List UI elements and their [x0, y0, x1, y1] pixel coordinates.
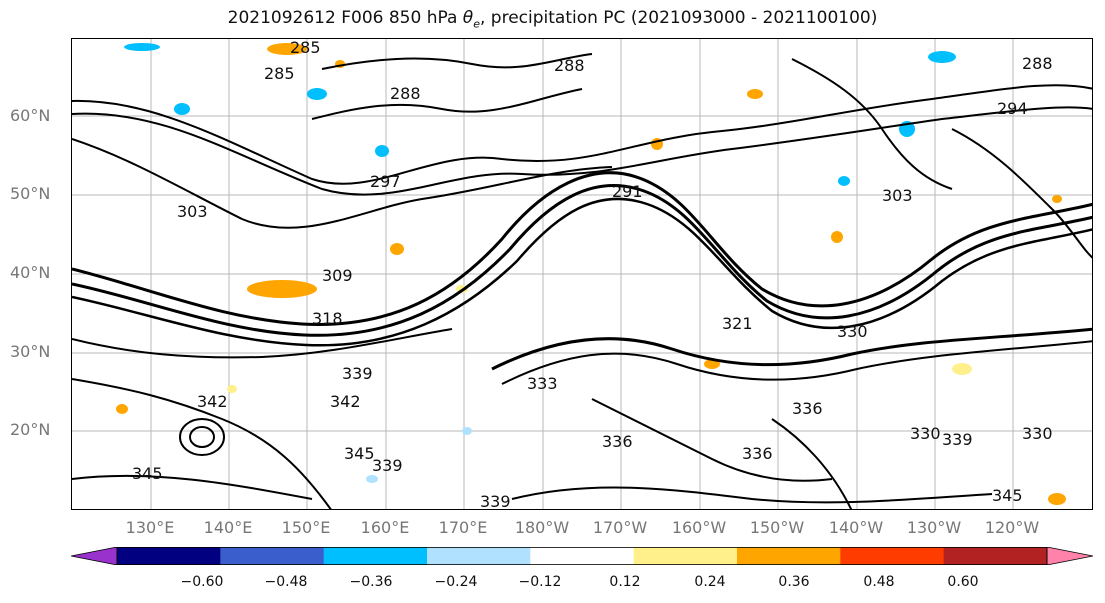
contour-label: 330 [910, 424, 941, 443]
colorbar-tick: 0.60 [947, 574, 979, 590]
lon-label-160w: 160°W [671, 518, 727, 537]
map-title: 2021092612 F006 850 hPa θe, precipitatio… [227, 8, 878, 31]
lat-label-30n: 30°N [10, 342, 51, 361]
colorbar-segment [220, 547, 325, 565]
contour-label: 285 [264, 64, 295, 83]
lon-label-150e: 150°E [281, 518, 331, 537]
contour-label: 345 [132, 464, 163, 483]
contour-label: 288 [390, 84, 421, 103]
contour-label: 339 [942, 430, 973, 449]
colorbar-segment [943, 547, 1048, 565]
precipitation-shading [116, 43, 1066, 505]
colorbar-segment [427, 547, 531, 565]
lat-label-20n: 20°N [10, 420, 51, 439]
colorbar-segment [840, 547, 945, 565]
colorbar-tick: 0.48 [863, 574, 895, 590]
colorbar-segment [633, 547, 738, 565]
contour-label: 336 [742, 444, 773, 463]
map-panel[interactable]: 285 285 288 288 288 294 297 291 303 303 … [71, 38, 1093, 510]
colorbar-outline [116, 547, 1048, 565]
colorbar-extend-high [1046, 547, 1093, 565]
lon-label-140e: 140°E [203, 518, 253, 537]
contour-label: 336 [792, 399, 823, 418]
contour-labels: 285 285 288 288 288 294 297 291 303 303 … [132, 39, 1053, 510]
colorbar-tick: −0.12 [518, 574, 562, 590]
lon-label-160e: 160°E [360, 518, 410, 537]
contour-label: 339 [372, 456, 403, 475]
contour-label: 297 [370, 172, 401, 191]
colorbar-extend-low [71, 547, 118, 565]
contour-label: 330 [837, 322, 868, 341]
contour-label: 336 [602, 432, 633, 451]
colorbar-segment [323, 547, 428, 565]
contour-label: 288 [554, 56, 585, 75]
contour-label: 345 [344, 444, 375, 463]
contour-label: 339 [342, 364, 373, 383]
colorbar [71, 547, 1093, 565]
colorbar-tick: 0.36 [778, 574, 810, 590]
lat-label-40n: 40°N [10, 263, 51, 282]
contour-label: 318 [312, 309, 343, 328]
theta-e-contours [72, 53, 1092, 509]
lon-label-180w: 180°W [514, 518, 570, 537]
lon-label-130e: 130°E [125, 518, 175, 537]
theta-symbol: θ [462, 8, 474, 28]
contour-label: 303 [177, 202, 208, 221]
colorbar-segment [530, 547, 635, 565]
lat-label-60n: 60°N [10, 106, 51, 125]
colorbar-segment [117, 547, 221, 565]
contour-label: 345 [992, 486, 1023, 505]
contour-label: 342 [330, 392, 361, 411]
colorbar-tick: −0.36 [349, 574, 393, 590]
contour-label: 342 [197, 392, 228, 411]
contour-label: 291 [612, 182, 643, 201]
colorbar-tick: 0.24 [694, 574, 726, 590]
colorbar-tick: −0.60 [180, 574, 224, 590]
lon-label-170w: 170°W [592, 518, 648, 537]
lon-label-130w: 130°W [906, 518, 962, 537]
graticule [72, 39, 1092, 509]
contour-label: 285 [290, 39, 321, 57]
colorbar-tick: 0.12 [609, 574, 641, 590]
contour-label: 294 [997, 99, 1028, 118]
lon-label-150w: 150°W [749, 518, 805, 537]
colorbar-tick: −0.24 [434, 574, 478, 590]
colorbar-segment [737, 547, 841, 565]
contour-label: 321 [722, 314, 753, 333]
lon-label-170e: 170°E [438, 518, 488, 537]
lon-label-120w: 120°W [984, 518, 1040, 537]
contour-label: 333 [527, 374, 558, 393]
lon-label-140w: 140°W [828, 518, 884, 537]
colorbar-svg [71, 547, 1093, 565]
map-canvas: 285 285 288 288 288 294 297 291 303 303 … [72, 39, 1092, 510]
lat-label-50n: 50°N [10, 184, 51, 203]
contour-label: 330 [1022, 424, 1053, 443]
contour-label: 309 [322, 266, 353, 285]
contour-label: 288 [1022, 54, 1053, 73]
contour-label: 339 [480, 492, 511, 510]
colorbar-tick: −0.48 [264, 574, 308, 590]
contour-label: 303 [882, 186, 913, 205]
